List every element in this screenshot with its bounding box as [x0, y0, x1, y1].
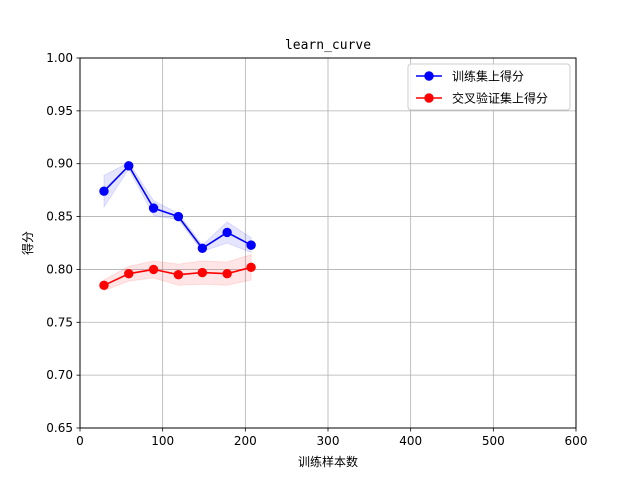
x-tick-label: 200 — [234, 434, 257, 448]
data-point-series-1 — [124, 161, 134, 171]
data-point-series-1 — [197, 243, 208, 253]
data-point-series-2 — [173, 270, 184, 280]
x-tick-label: 400 — [399, 434, 422, 448]
data-point-series-1 — [246, 240, 256, 250]
x-tick-label: 300 — [317, 434, 340, 448]
data-point-series-1 — [148, 203, 159, 213]
y-tick-label: 0.75 — [46, 315, 73, 329]
data-point-series-2 — [222, 268, 232, 279]
x-tick-label: 600 — [565, 434, 588, 448]
y-tick-label: 0.90 — [46, 157, 73, 171]
x-axis-label: 训练样本数 — [298, 454, 358, 469]
axis-ticks: 0 100 200 300 400 500 600 0.65 0.70 0.75 0.80 0.85 0… — [46, 51, 587, 448]
data-point-series-2 — [197, 267, 208, 278]
y-tick-label: 0.70 — [46, 368, 73, 382]
x-tick-label: 0 — [76, 434, 84, 448]
data-point-series-1 — [99, 186, 109, 196]
data-point-series-1 — [173, 211, 184, 222]
legend-label-1: 训练集上得分 — [452, 69, 524, 84]
data-point-series-1 — [222, 227, 232, 238]
y-tick-label: 0.80 — [46, 262, 73, 276]
data-point-series-2 — [99, 280, 109, 290]
chart-title: learn_curve — [285, 38, 371, 53]
data-point-series-2 — [124, 268, 134, 279]
y-tick-label: 0.95 — [46, 104, 73, 118]
series-lines — [99, 161, 256, 290]
data-point-series-2 — [246, 262, 256, 273]
x-tick-label: 100 — [151, 434, 174, 448]
legend-marker-2 — [424, 93, 434, 103]
y-axis-label: 得分 — [20, 231, 35, 255]
data-point-series-2 — [148, 264, 159, 275]
legend-label-2: 交叉验证集上得分 — [452, 91, 548, 106]
y-tick-label: 0.85 — [46, 210, 73, 224]
legend-box — [407, 63, 571, 111]
y-tick-label: 1.00 — [46, 51, 73, 65]
legend-marker-1 — [424, 71, 434, 81]
x-tick-label: 500 — [482, 434, 505, 448]
y-tick-label: 0.65 — [46, 421, 73, 435]
